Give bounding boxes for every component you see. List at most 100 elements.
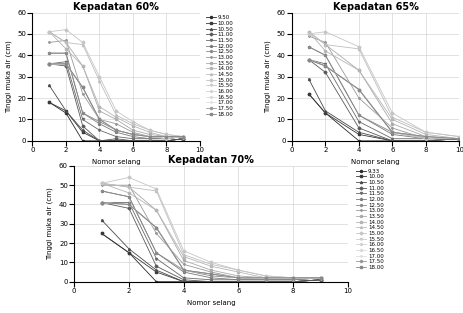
- Line: 18.00: 18.00: [307, 59, 459, 140]
- 16.50: [317, 276, 323, 280]
- Line: 9.33: 9.33: [100, 233, 321, 283]
- 15.00: [80, 41, 85, 44]
- 10.00: [305, 92, 311, 96]
- 12.50: [317, 276, 323, 280]
- 10.50: [46, 83, 52, 87]
- 17.00: [80, 85, 85, 89]
- 18.00: [130, 133, 135, 136]
- 11.50: [181, 276, 186, 280]
- 17.50: [130, 133, 135, 136]
- Line: 14.50: 14.50: [307, 31, 459, 138]
- 12.50: [163, 137, 169, 141]
- 10.50: [180, 137, 186, 141]
- 14.00: [208, 264, 213, 268]
- 14.50: [263, 274, 268, 278]
- Line: 18.00: 18.00: [48, 63, 184, 138]
- 10.00: [322, 111, 327, 115]
- 17.00: [96, 118, 102, 121]
- 15.50: [305, 58, 311, 61]
- 11.00: [63, 64, 69, 68]
- 14.00: [422, 133, 428, 136]
- 10.50: [96, 139, 102, 143]
- 14.00: [130, 124, 135, 128]
- 11.00: [356, 126, 361, 130]
- 11.00: [113, 137, 119, 141]
- 17.00: [290, 276, 295, 280]
- 18.00: [290, 276, 295, 280]
- 12.00: [263, 278, 268, 282]
- 13.50: [130, 128, 135, 132]
- Y-axis label: Tinggi muka air (cm): Tinggi muka air (cm): [264, 40, 270, 113]
- 11.00: [153, 264, 159, 268]
- 9.50: [180, 137, 186, 141]
- Y-axis label: Tinggi muka air (cm): Tinggi muka air (cm): [5, 40, 12, 113]
- Line: 9.50: 9.50: [48, 101, 184, 142]
- 17.00: [113, 128, 119, 132]
- 10.00: [263, 280, 268, 284]
- 12.00: [113, 131, 119, 134]
- 12.00: [147, 137, 152, 141]
- 17.50: [290, 276, 295, 280]
- 15.00: [290, 276, 295, 280]
- 12.50: [389, 131, 394, 134]
- 11.50: [147, 137, 152, 141]
- 10.00: [96, 139, 102, 143]
- 12.50: [113, 128, 119, 132]
- 13.50: [208, 268, 213, 272]
- 14.50: [317, 276, 323, 280]
- 11.50: [96, 128, 102, 132]
- 10.50: [290, 280, 295, 284]
- Line: 14.50: 14.50: [100, 182, 321, 279]
- Line: 11.00: 11.00: [48, 63, 184, 142]
- 17.50: [113, 128, 119, 132]
- 17.00: [322, 64, 327, 68]
- 15.50: [456, 137, 461, 141]
- 11.50: [305, 58, 311, 61]
- Line: 10.00: 10.00: [48, 101, 184, 142]
- 14.50: [208, 262, 213, 266]
- 16.50: [305, 58, 311, 61]
- 12.00: [208, 276, 213, 280]
- 17.50: [46, 62, 52, 66]
- 16.50: [290, 276, 295, 280]
- 14.50: [180, 135, 186, 138]
- 17.00: [456, 137, 461, 141]
- 15.00: [96, 75, 102, 79]
- 15.50: [356, 88, 361, 91]
- 17.50: [235, 276, 241, 280]
- 10.00: [147, 139, 152, 143]
- Line: 17.00: 17.00: [100, 202, 321, 279]
- 16.50: [153, 226, 159, 229]
- 12.00: [163, 137, 169, 141]
- 11.00: [180, 137, 186, 141]
- 9.50: [422, 139, 428, 143]
- 13.00: [180, 135, 186, 138]
- 11.00: [322, 70, 327, 74]
- 15.50: [317, 276, 323, 280]
- Line: 12.00: 12.00: [307, 46, 459, 140]
- 14.50: [147, 128, 152, 132]
- 17.50: [422, 135, 428, 138]
- 17.50: [456, 137, 461, 141]
- 18.00: [147, 135, 152, 138]
- 17.50: [180, 135, 186, 138]
- Line: 10.00: 10.00: [307, 93, 459, 142]
- Line: 13.00: 13.00: [48, 39, 184, 140]
- 15.00: [322, 30, 327, 34]
- 13.00: [126, 183, 131, 187]
- 15.50: [181, 268, 186, 272]
- 12.00: [422, 137, 428, 141]
- 14.00: [322, 49, 327, 53]
- 13.00: [96, 118, 102, 121]
- Y-axis label: Tinggi muka air (cm): Tinggi muka air (cm): [47, 187, 53, 260]
- 9.33: [153, 280, 159, 284]
- 11.00: [80, 124, 85, 128]
- 17.00: [263, 276, 268, 280]
- 12.50: [456, 137, 461, 141]
- 12.00: [322, 54, 327, 57]
- 17.50: [181, 268, 186, 272]
- Line: 15.50: 15.50: [48, 63, 184, 140]
- 10.00: [46, 100, 52, 104]
- 9.50: [322, 111, 327, 115]
- 12.00: [356, 113, 361, 117]
